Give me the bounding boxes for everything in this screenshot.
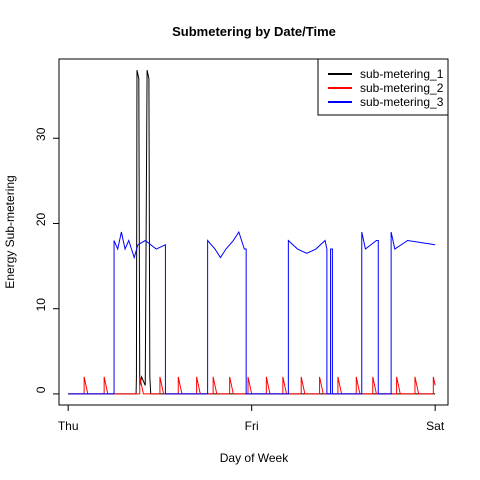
y-axis-label: Energy Sub-metering: [3, 175, 17, 288]
series-line: [68, 376, 436, 395]
legend-label: sub-metering_1: [360, 67, 444, 81]
y-tick-label: 20: [34, 212, 48, 226]
x-axis-label: Day of Week: [220, 451, 289, 465]
legend-label: sub-metering_2: [360, 81, 444, 95]
series-line: [68, 230, 436, 395]
series-line: [68, 69, 436, 395]
x-tick-label: Thu: [58, 419, 79, 433]
plot-frame: [58, 58, 449, 406]
x-tick-label: Fri: [245, 419, 259, 433]
x-tick-label: Sat: [426, 419, 445, 433]
y-tick-label: 30: [34, 127, 48, 141]
y-tick-label: 0: [34, 386, 48, 393]
chart-title: Submetering by Date/Time: [172, 24, 336, 39]
y-tick-label: 10: [34, 298, 48, 312]
legend-label: sub-metering_3: [360, 95, 444, 109]
